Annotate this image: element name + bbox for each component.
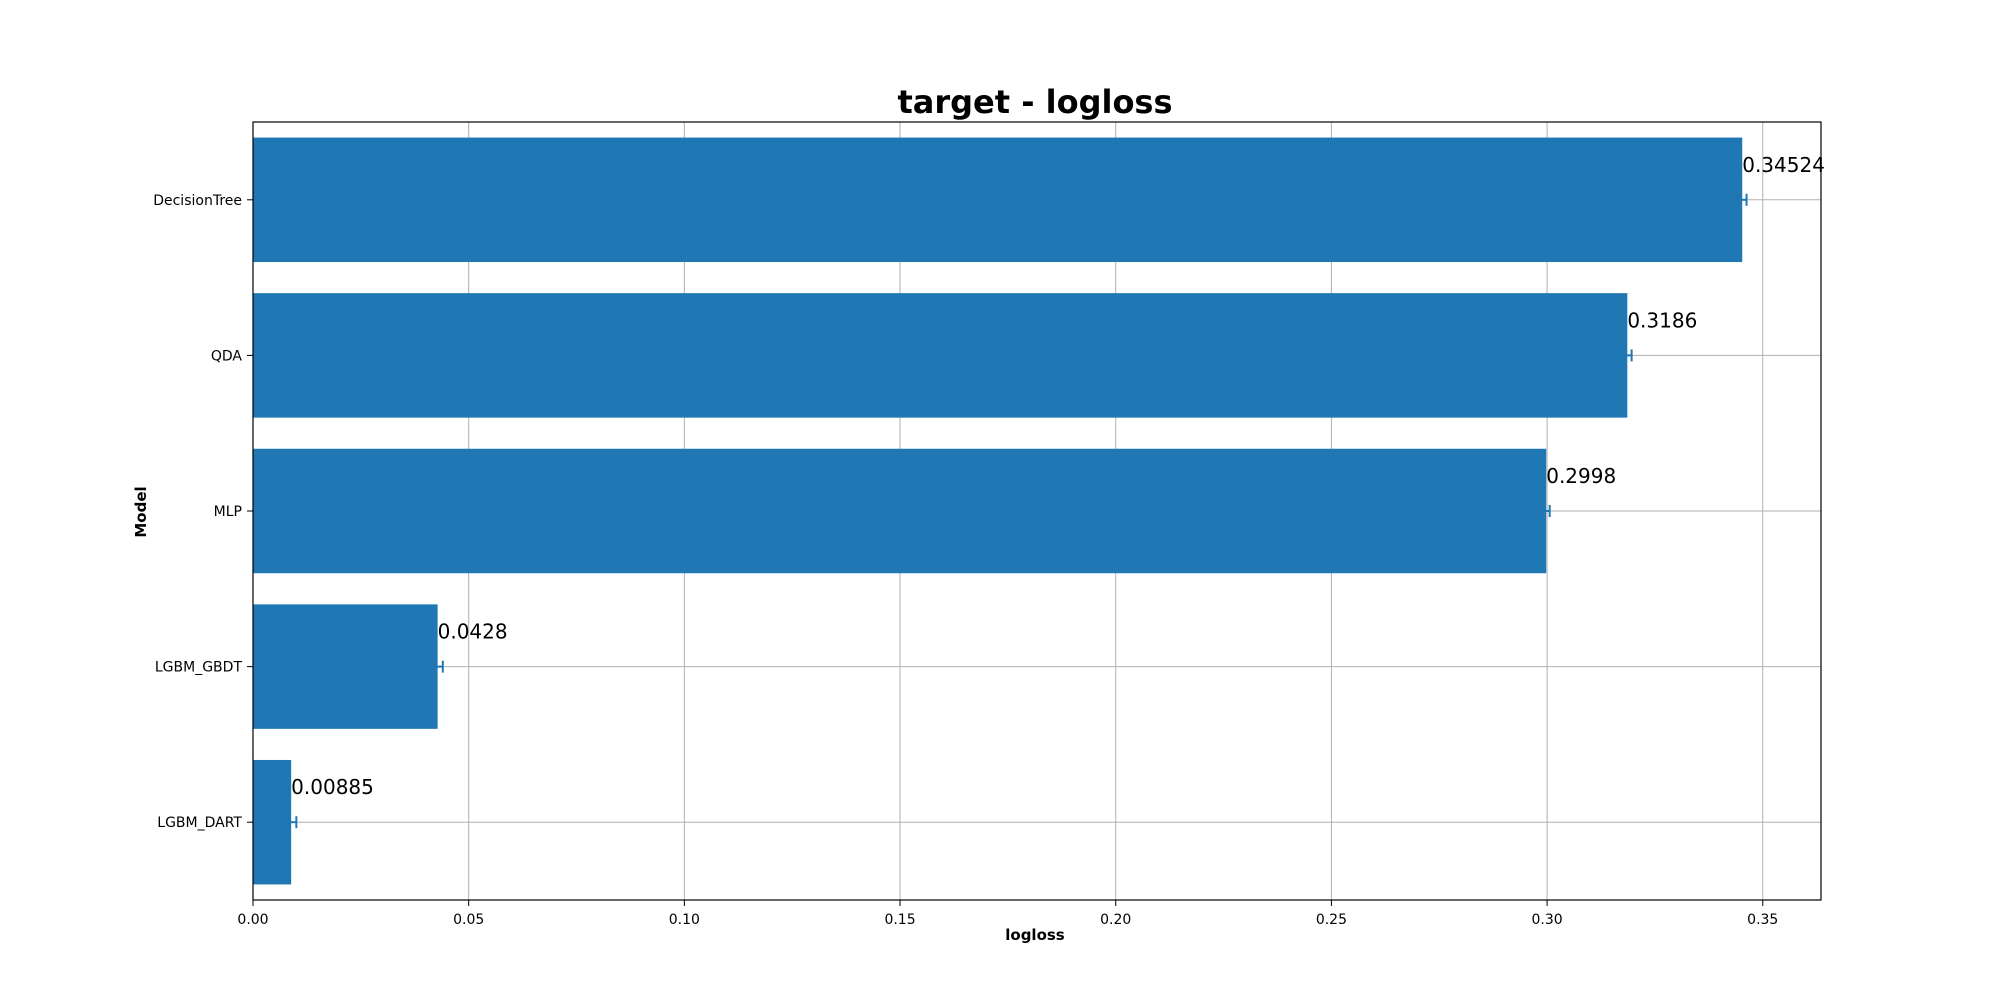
plot-frame	[252, 121, 1822, 901]
x-tick-label: 0.00	[237, 912, 268, 928]
bar-mlp	[253, 448, 1547, 574]
error-layer	[284, 193, 1748, 829]
x-tick-label: 0.10	[669, 912, 700, 928]
data-label: 0.34524	[1742, 153, 1825, 177]
x-tick-label: 0.20	[1100, 912, 1131, 928]
x-tick-label: 0.25	[1316, 912, 1347, 928]
y-tick-label: LGBM_GBDT	[155, 660, 243, 676]
tick-layer: 0.00 0.05 0.10 0.15 0.20 0.25 0.30 0.35 Decision…	[153, 193, 1778, 928]
x-tick-label: 0.05	[453, 912, 484, 928]
bar-lgbm-dart	[253, 759, 292, 885]
y-axis-label: Model	[132, 486, 150, 537]
data-label: 0.3186	[1627, 308, 1697, 332]
y-tick-label: QDA	[211, 348, 243, 364]
data-label: 0.0428	[438, 620, 508, 644]
y-tick-label: DecisionTree	[153, 193, 242, 209]
x-tick-label: 0.35	[1747, 912, 1778, 928]
bar-lgbm-gbdt	[253, 604, 438, 729]
x-tick-label: 0.15	[884, 912, 915, 928]
chart-title: target - logloss	[897, 83, 1172, 121]
bar-layer	[253, 137, 1743, 885]
label-layer: 0.34524 0.3186 0.2998 0.0428 0.00885	[291, 153, 1825, 799]
x-axis-label: logloss	[1005, 926, 1065, 944]
x-tick-label: 0.30	[1531, 912, 1562, 928]
y-tick-label: LGBM_DART	[157, 815, 242, 831]
bar-decisiontree	[253, 137, 1743, 263]
data-label: 0.00885	[291, 775, 374, 799]
bar-qda	[253, 293, 1628, 418]
data-label: 0.2998	[1546, 464, 1616, 488]
y-tick-label: MLP	[214, 504, 242, 520]
